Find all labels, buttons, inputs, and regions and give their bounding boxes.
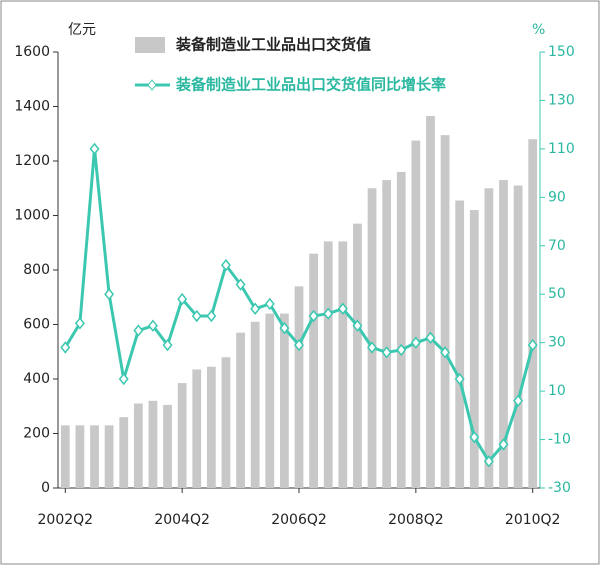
legend-marker: [147, 79, 157, 91]
bar: [250, 321, 260, 488]
bar: [192, 369, 202, 488]
bar: [148, 400, 158, 488]
bar: [221, 357, 231, 488]
line-marker: [381, 346, 392, 359]
bar: [119, 417, 129, 488]
line-marker: [425, 331, 436, 345]
y2-tick-label: 110: [548, 141, 575, 157]
x-tick-label: 2010Q2: [505, 512, 561, 528]
line-marker: [469, 430, 480, 444]
y-axis-unit: 亿元: [68, 22, 96, 38]
x-tick-label: 2002Q2: [38, 512, 94, 528]
y2-tick-label: 30: [548, 335, 566, 351]
bar: [469, 210, 479, 489]
y2-tick-label: 130: [548, 92, 575, 108]
y2-tick-label: 90: [548, 189, 566, 205]
line-marker: [367, 341, 377, 354]
y-tick-label: 1600: [14, 44, 50, 60]
bar: [338, 241, 348, 488]
line-marker: [308, 309, 319, 323]
bar: [60, 425, 70, 488]
bar: [528, 139, 538, 488]
line-marker: [410, 336, 421, 349]
line-marker: [294, 338, 304, 352]
line-marker: [352, 319, 363, 332]
y2-axis-unit: %: [532, 22, 545, 38]
line-marker: [118, 372, 129, 386]
line-marker: [323, 307, 334, 320]
line-marker: [89, 142, 100, 156]
bar: [309, 253, 318, 488]
line-marker: [440, 346, 451, 359]
line-marker: [104, 288, 115, 301]
bar: [177, 383, 187, 488]
bar: [236, 332, 245, 488]
bar: [104, 425, 114, 488]
line-marker: [527, 338, 538, 352]
line-marker: [221, 258, 231, 272]
y-tick-label: 200: [23, 426, 50, 442]
y2-tick-label: -10: [548, 432, 571, 448]
line-marker: [498, 438, 509, 451]
line-marker: [206, 309, 217, 323]
line-marker: [250, 302, 261, 315]
bar: [294, 286, 304, 488]
line-marker: [74, 317, 85, 330]
line-marker: [337, 302, 348, 315]
line-marker: [235, 278, 246, 291]
bar: [440, 135, 450, 489]
y-tick-label: 0: [41, 480, 50, 496]
y-tick-label: 1400: [14, 99, 50, 115]
line-marker: [60, 341, 71, 354]
y-tick-label: 1000: [14, 208, 50, 224]
y-tick-label: 1200: [14, 153, 50, 169]
bar: [411, 140, 421, 488]
line-marker: [396, 343, 407, 357]
y2-tick-label: -30: [548, 480, 571, 496]
y2-tick-label: 50: [548, 286, 566, 302]
legend-swatch: [135, 37, 165, 53]
y-tick-label: 600: [23, 317, 50, 333]
bar: [513, 185, 523, 488]
bar: [455, 200, 465, 488]
y2-tick-label: 150: [548, 44, 575, 60]
line-marker: [279, 321, 290, 335]
bar: [353, 223, 362, 489]
bar: [75, 425, 85, 488]
line-marker: [454, 372, 465, 386]
bar: [396, 171, 406, 488]
bar: [206, 366, 216, 488]
line-marker: [191, 309, 202, 323]
bar: [280, 313, 289, 488]
bar: [90, 425, 99, 488]
x-tick-label: 2006Q2: [271, 512, 327, 528]
bar: [382, 180, 392, 488]
line-marker: [177, 292, 188, 306]
line-marker: [147, 319, 158, 332]
bar: [499, 180, 508, 488]
y2-tick-label: 70: [548, 238, 566, 254]
bar: [323, 241, 333, 488]
x-tick-label: 2008Q2: [388, 512, 444, 528]
line-marker: [483, 455, 494, 468]
line-marker: [162, 338, 173, 352]
line-marker: [513, 394, 524, 408]
x-tick-label: 2004Q2: [154, 512, 210, 528]
y-tick-label: 800: [23, 262, 50, 278]
y-tick-label: 400: [23, 371, 50, 387]
bar: [163, 404, 172, 488]
bar: [265, 313, 275, 488]
line-marker: [264, 297, 275, 311]
bar: [426, 116, 435, 488]
legend-label: 装备制造业工业品出口交货值: [175, 36, 371, 54]
bar: [484, 188, 494, 488]
bar: [133, 403, 143, 488]
legend-label: 装备制造业工业品出口交货值同比增长率: [175, 76, 446, 94]
line-marker: [133, 324, 144, 337]
y2-tick-label: 10: [548, 383, 566, 399]
bar: [367, 188, 377, 488]
